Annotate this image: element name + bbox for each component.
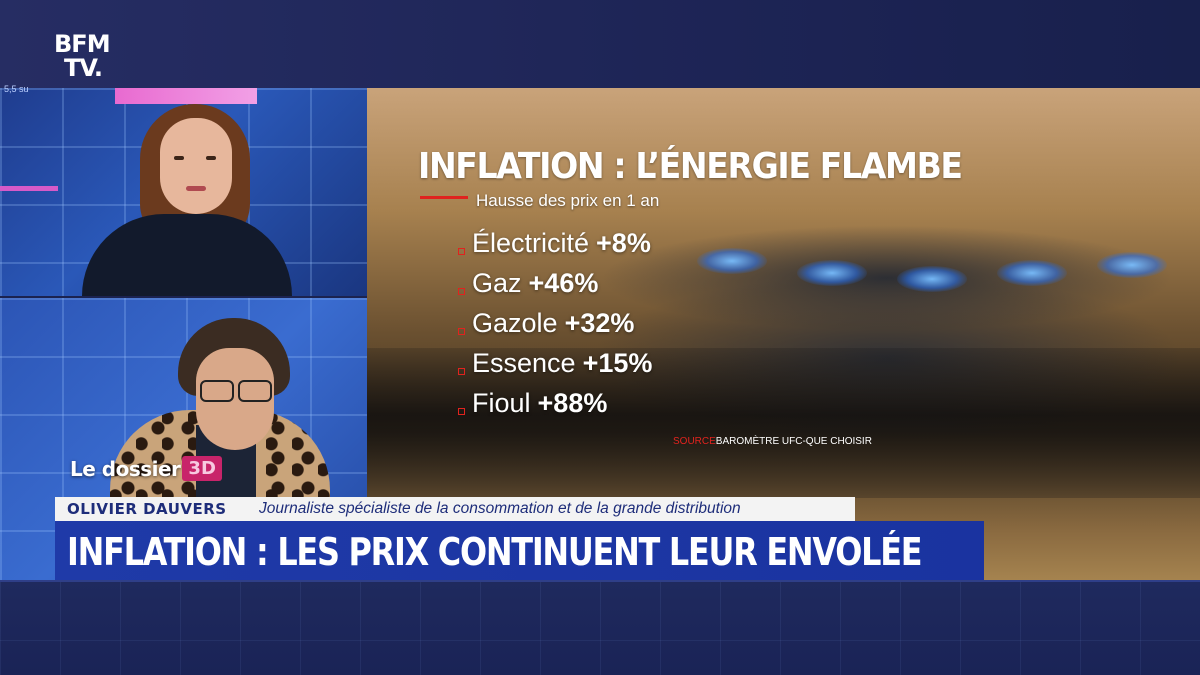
bullet-icon	[458, 408, 465, 415]
headline-banner: INFLATION : LES PRIX CONTINUENT LEUR ENV…	[55, 521, 984, 580]
item-value: +8%	[596, 228, 651, 258]
item-name: Électricité	[472, 228, 590, 258]
bullet-icon	[458, 248, 465, 255]
gas-stove-photo	[367, 88, 1200, 580]
guest-name-strip: OLIVIER DAUVERS Journaliste spécialiste …	[55, 497, 855, 521]
item-name: Gaz	[472, 268, 522, 298]
top-background	[0, 0, 1200, 88]
pink-accent-bar	[115, 88, 257, 104]
bfmtv-logo: BFM TV.	[54, 32, 118, 82]
bullet-icon	[458, 288, 465, 295]
flame-icon	[897, 266, 967, 292]
bullet-icon	[458, 368, 465, 375]
glasses-icon	[198, 380, 272, 402]
item-name: Essence	[472, 348, 576, 378]
studio-ticker: 5,5 su	[4, 84, 29, 94]
item-value: +88%	[537, 388, 608, 418]
source-credit: SOURCEBAROMÈTRE UFC-QUE CHOISIR	[673, 436, 872, 447]
man-face	[196, 348, 274, 450]
logo-line1: BFM	[54, 30, 111, 58]
flame-icon	[797, 260, 867, 286]
woman-face	[160, 118, 232, 214]
flame-icon	[697, 248, 767, 274]
item-value: +32%	[564, 308, 635, 338]
guest-name: OLIVIER DAUVERS	[67, 500, 227, 518]
woman-lips	[186, 186, 206, 191]
pink-accent-line	[0, 186, 58, 191]
item-name: Fioul	[472, 388, 531, 418]
segment-badge: 3D	[182, 456, 222, 481]
graphic-title: INFLATION : L’ÉNERGIE FLAMBE	[418, 146, 963, 187]
woman-eye-right	[206, 156, 216, 160]
burner-shadow	[367, 348, 1200, 498]
headline-text: INFLATION : LES PRIX CONTINUENT LEUR ENV…	[67, 530, 923, 574]
guest-role: Journaliste spécialiste de la consommati…	[259, 500, 741, 517]
flame-icon	[997, 260, 1067, 286]
source-text: BAROMÈTRE UFC-QUE CHOISIR	[715, 436, 872, 447]
bullet-icon	[458, 328, 465, 335]
item-value: +46%	[528, 268, 599, 298]
woman-eye-left	[174, 156, 184, 160]
flame-icon	[1097, 252, 1167, 278]
segment-label: Le dossier	[70, 457, 181, 481]
bottom-background	[0, 580, 1200, 675]
graphic-subtitle: Hausse des prix en 1 an	[476, 191, 660, 210]
item-name: Gazole	[472, 308, 558, 338]
logo-line2: TV.	[64, 54, 103, 82]
item-value: +15%	[582, 348, 653, 378]
red-rule	[420, 196, 468, 199]
source-label: SOURCE	[673, 436, 716, 447]
segment-tag: Le dossier 3D	[70, 456, 222, 492]
divider	[0, 580, 1200, 582]
